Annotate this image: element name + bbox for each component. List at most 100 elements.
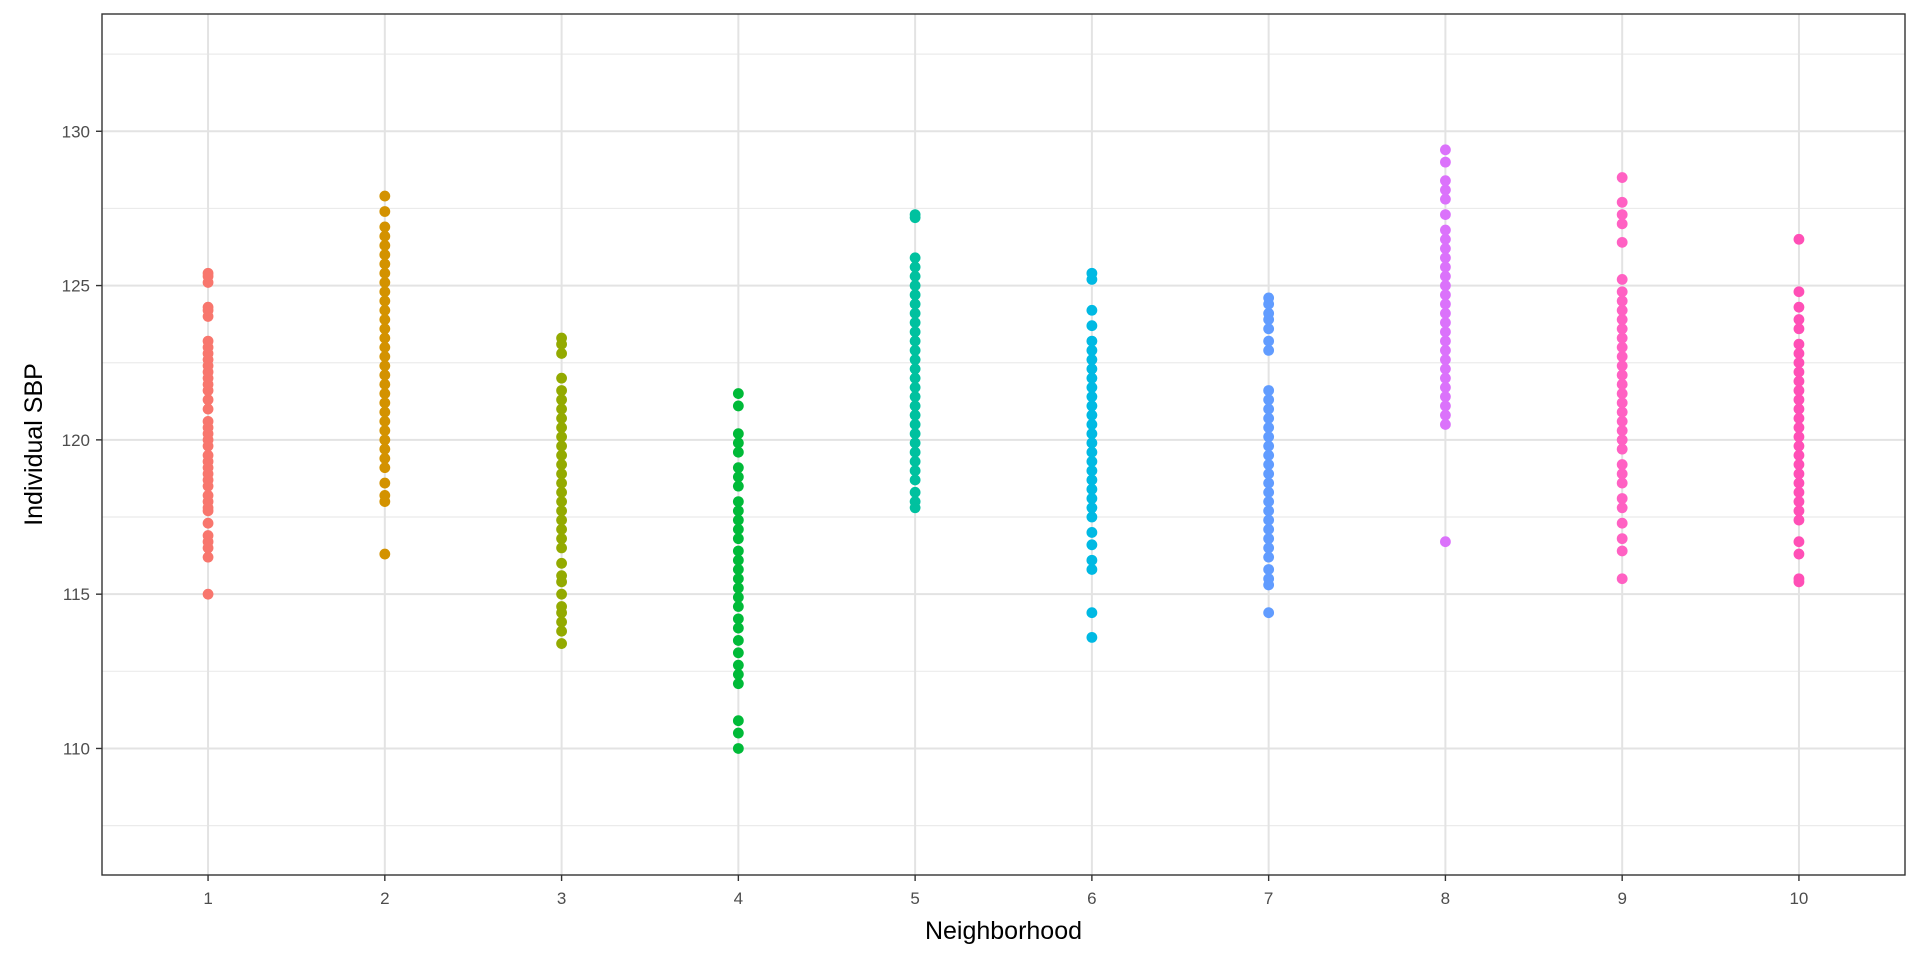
data-point bbox=[1086, 400, 1098, 412]
data-point bbox=[1086, 607, 1098, 619]
data-point bbox=[1616, 502, 1628, 514]
data-point bbox=[909, 307, 921, 319]
data-point bbox=[1440, 419, 1451, 430]
data-point bbox=[909, 317, 921, 329]
series-neighborhood-3 bbox=[556, 332, 567, 649]
data-point bbox=[1793, 412, 1805, 424]
data-point bbox=[1616, 388, 1628, 399]
data-point bbox=[732, 505, 744, 517]
data-point bbox=[909, 474, 921, 486]
data-point bbox=[1616, 295, 1628, 307]
data-point bbox=[1263, 542, 1275, 554]
data-point bbox=[1616, 304, 1628, 316]
data-point bbox=[202, 490, 214, 501]
data-point bbox=[379, 295, 391, 307]
data-point bbox=[1086, 554, 1098, 566]
data-point bbox=[909, 261, 921, 273]
data-point bbox=[1793, 573, 1805, 585]
data-point bbox=[556, 468, 567, 480]
data-point bbox=[202, 335, 214, 347]
data-point bbox=[1616, 406, 1628, 418]
data-point bbox=[556, 372, 567, 384]
data-point bbox=[1793, 286, 1805, 298]
data-point bbox=[1086, 382, 1098, 393]
data-point bbox=[556, 348, 567, 359]
data-point bbox=[1263, 449, 1275, 461]
data-point bbox=[1086, 631, 1098, 643]
data-point bbox=[909, 335, 921, 347]
data-point bbox=[1086, 474, 1098, 486]
data-point bbox=[1616, 425, 1628, 437]
data-point bbox=[202, 530, 214, 541]
y-tick-label: 115 bbox=[63, 585, 90, 604]
data-point bbox=[1086, 354, 1098, 366]
data-point bbox=[1440, 209, 1451, 220]
data-point bbox=[379, 323, 391, 335]
data-point bbox=[1793, 486, 1805, 498]
data-point bbox=[732, 635, 744, 646]
data-point bbox=[909, 280, 921, 291]
data-point bbox=[556, 523, 567, 535]
data-point bbox=[732, 554, 744, 566]
data-point bbox=[732, 601, 744, 612]
y-axis-ticks: 110 115 120 125 130 bbox=[62, 122, 102, 758]
x-tick-label: 2 bbox=[380, 889, 389, 908]
data-point bbox=[1793, 366, 1805, 378]
data-point bbox=[1263, 440, 1275, 452]
data-point bbox=[732, 564, 744, 575]
series-neighborhood-5 bbox=[909, 209, 921, 514]
data-point bbox=[909, 372, 921, 384]
data-point bbox=[1616, 218, 1628, 230]
data-point bbox=[1793, 338, 1805, 350]
data-point bbox=[1440, 372, 1451, 384]
data-point bbox=[1440, 317, 1451, 329]
data-point bbox=[1616, 273, 1628, 285]
data-point bbox=[1440, 193, 1451, 205]
x-tick-label: 7 bbox=[1264, 889, 1273, 908]
data-point bbox=[1263, 412, 1275, 424]
data-point bbox=[1086, 344, 1098, 356]
x-tick-label: 6 bbox=[1087, 889, 1096, 908]
data-point bbox=[1616, 332, 1628, 344]
data-point bbox=[1616, 172, 1628, 183]
data-point bbox=[379, 332, 391, 344]
data-point bbox=[1086, 456, 1098, 467]
data-point bbox=[1793, 357, 1805, 369]
data-point bbox=[732, 613, 744, 625]
data-point bbox=[909, 209, 921, 220]
data-point bbox=[379, 258, 391, 270]
data-point bbox=[1793, 449, 1805, 461]
data-point bbox=[1616, 209, 1628, 220]
data-point bbox=[1616, 468, 1628, 480]
data-point bbox=[379, 351, 391, 362]
data-point bbox=[1793, 440, 1805, 452]
data-point bbox=[1616, 378, 1628, 390]
data-point bbox=[732, 496, 744, 507]
x-tick-label: 4 bbox=[734, 889, 743, 908]
data-point bbox=[909, 446, 921, 458]
data-point bbox=[732, 573, 744, 585]
data-point bbox=[379, 452, 391, 464]
data-point bbox=[1086, 363, 1098, 375]
data-point bbox=[202, 517, 214, 529]
data-point bbox=[1263, 344, 1275, 356]
data-point bbox=[1086, 428, 1098, 440]
data-point bbox=[909, 409, 921, 421]
panel-border bbox=[101, 13, 1906, 876]
x-tick-label: 5 bbox=[910, 889, 919, 908]
data-point bbox=[1616, 314, 1628, 325]
data-point bbox=[1616, 434, 1628, 446]
data-point bbox=[556, 638, 567, 649]
data-point bbox=[1263, 422, 1275, 433]
data-point bbox=[556, 505, 567, 517]
data-point bbox=[909, 437, 921, 449]
series-neighborhood-6 bbox=[1086, 267, 1098, 643]
series-neighborhood-7 bbox=[1263, 292, 1275, 619]
data-point bbox=[1616, 533, 1628, 545]
data-point bbox=[1086, 320, 1098, 332]
series-neighborhood-10 bbox=[1793, 233, 1805, 588]
data-point bbox=[1616, 236, 1628, 248]
data-point bbox=[556, 533, 567, 545]
x-tick-label: 8 bbox=[1441, 889, 1450, 908]
